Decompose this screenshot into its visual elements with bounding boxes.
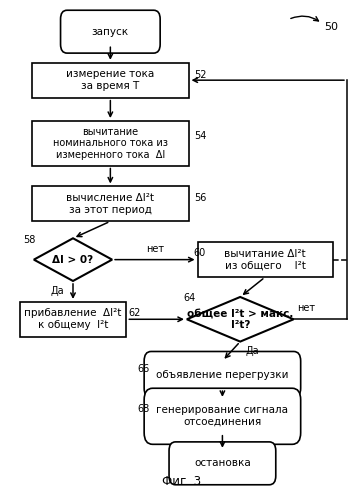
FancyBboxPatch shape bbox=[61, 10, 160, 53]
FancyArrowPatch shape bbox=[291, 16, 318, 21]
Text: 66: 66 bbox=[137, 364, 149, 374]
Text: вычитание ΔI²t
из общего    I²t: вычитание ΔI²t из общего I²t bbox=[224, 249, 306, 270]
Text: вычисление ΔI²t
за этот период: вычисление ΔI²t за этот период bbox=[66, 193, 154, 214]
FancyBboxPatch shape bbox=[169, 442, 276, 485]
FancyBboxPatch shape bbox=[144, 352, 301, 398]
Bar bbox=[32, 186, 189, 222]
Bar bbox=[197, 242, 333, 277]
Text: 54: 54 bbox=[194, 131, 206, 141]
FancyBboxPatch shape bbox=[144, 388, 301, 444]
Text: 58: 58 bbox=[23, 234, 36, 244]
Text: общее I²t > макс.
I²t?: общее I²t > макс. I²t? bbox=[187, 308, 293, 330]
Text: прибавление  ΔI²t
к общему  I²t: прибавление ΔI²t к общему I²t bbox=[24, 308, 122, 330]
Text: Фиг. 3: Фиг. 3 bbox=[162, 474, 201, 488]
Text: нет: нет bbox=[297, 304, 315, 314]
Text: 62: 62 bbox=[129, 308, 141, 318]
Text: ΔI > 0?: ΔI > 0? bbox=[52, 254, 94, 264]
Text: 64: 64 bbox=[183, 294, 196, 304]
Text: 56: 56 bbox=[194, 193, 206, 203]
Text: объявление перегрузки: объявление перегрузки bbox=[156, 370, 289, 380]
Text: генерирование сигнала
отсоединения: генерирование сигнала отсоединения bbox=[156, 406, 289, 427]
Text: Да: Да bbox=[245, 346, 259, 356]
Bar bbox=[20, 302, 126, 336]
Text: 50: 50 bbox=[324, 22, 338, 32]
Text: запуск: запуск bbox=[92, 26, 129, 36]
Text: остановка: остановка bbox=[194, 458, 251, 468]
Text: нет: нет bbox=[146, 244, 164, 254]
Bar bbox=[32, 121, 189, 166]
Text: вычитание
номинального тока из
измеренного тока  ΔI: вычитание номинального тока из измеренно… bbox=[53, 126, 168, 160]
Text: 68: 68 bbox=[137, 404, 149, 414]
Text: измерение тока
за время T: измерение тока за время T bbox=[66, 70, 155, 91]
Text: 52: 52 bbox=[194, 70, 207, 81]
Text: Да: Да bbox=[50, 286, 64, 296]
Polygon shape bbox=[187, 297, 294, 342]
Text: 60: 60 bbox=[193, 248, 205, 258]
Bar bbox=[32, 62, 189, 98]
Polygon shape bbox=[34, 238, 112, 281]
